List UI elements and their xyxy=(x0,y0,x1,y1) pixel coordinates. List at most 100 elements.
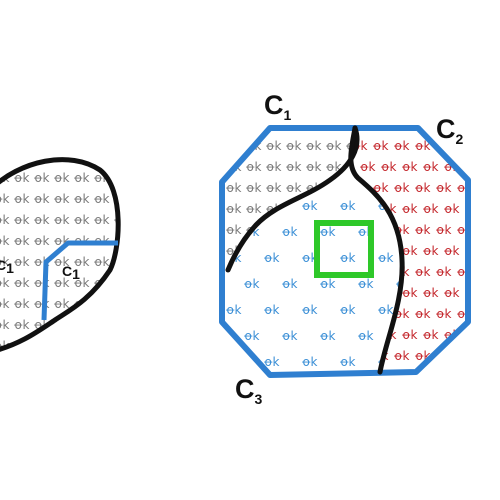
sample-glyph: ꝋk xyxy=(94,255,109,269)
sample-glyph: ꝋk xyxy=(457,223,472,237)
sample-glyph: ꝋk xyxy=(465,328,480,342)
sample-glyph: ꝋk xyxy=(302,251,317,265)
sample-glyph: ꝋk xyxy=(423,202,438,216)
sample-glyph: ꝋk xyxy=(402,244,417,258)
sample-glyph: ꝋk xyxy=(457,181,472,195)
sample-glyph: ꝋk xyxy=(402,202,417,216)
sample-glyph: ꝋk xyxy=(226,355,241,369)
sample-glyph: ꝋk xyxy=(373,265,388,279)
sample-glyph: ꝋk xyxy=(394,181,409,195)
sample-glyph: ꝋk xyxy=(282,225,297,239)
sample-glyph: ꝋk xyxy=(14,276,29,290)
sample-glyph: ꝋk xyxy=(306,139,321,153)
sample-glyph: ꝋk xyxy=(402,328,417,342)
sample-glyph: ꝋk xyxy=(0,276,9,290)
sample-glyph: ꝋk xyxy=(226,303,241,317)
sample-glyph: ꝋk xyxy=(74,213,89,227)
sample-glyph: ꝋk xyxy=(54,276,69,290)
sample-glyph: ꝋk xyxy=(465,160,480,174)
sample-glyph: ꝋk xyxy=(394,349,409,363)
octagon-boundary xyxy=(219,125,471,378)
sample-glyph: ꝋk xyxy=(373,139,388,153)
sample-glyph: ꝋk xyxy=(266,160,281,174)
sample-glyph: ꝋk xyxy=(394,139,409,153)
sample-glyph: ꝋk xyxy=(286,244,301,258)
sample-glyph: ꝋk xyxy=(444,202,459,216)
left-blue-boundary xyxy=(41,240,118,321)
sample-glyph: ꝋk xyxy=(378,251,393,265)
sample-glyph: ꝋk xyxy=(381,160,396,174)
partition-curve-right xyxy=(348,125,405,375)
sample-glyph: ꝋk xyxy=(34,339,49,353)
sample-glyph: ꝋk xyxy=(244,329,259,343)
sample-glyph: ꝋk xyxy=(0,297,9,311)
sample-glyph: ꝋk xyxy=(415,139,430,153)
sample-glyph: ꝋk xyxy=(226,202,241,216)
sample-glyph: ꝋk xyxy=(74,339,89,353)
sample-glyph: ꝋk xyxy=(423,160,438,174)
sample-glyph: ꝋk xyxy=(282,329,297,343)
sample-glyph: ꝋk xyxy=(415,307,430,321)
sample-glyph: ꝋk xyxy=(320,329,335,343)
sample-glyph: ꝋk xyxy=(34,213,49,227)
sample-glyph: ꝋk xyxy=(326,139,341,153)
sample-glyph: ꝋk xyxy=(94,297,109,311)
sample-glyph: ꝋk xyxy=(360,160,375,174)
sample-glyph: ꝋk xyxy=(0,213,9,227)
sample-glyph: ꝋk xyxy=(264,355,279,369)
sample-glyph: ꝋk xyxy=(306,160,321,174)
sample-glyph: ꝋk xyxy=(14,297,29,311)
sample-glyph: ꝋk xyxy=(54,255,69,269)
sample-glyph: ꝋk xyxy=(286,181,301,195)
sample-glyph: ꝋk xyxy=(74,276,89,290)
sample-glyph: ꝋk xyxy=(266,139,281,153)
sample-glyph: ꝋk xyxy=(94,213,109,227)
sample-glyph: ꝋk xyxy=(444,286,459,300)
sample-glyph: ꝋk xyxy=(402,160,417,174)
sample-glyph: ꝋk xyxy=(34,234,49,248)
sample-glyph: ꝋk xyxy=(74,171,89,185)
sample-glyph: ꝋk xyxy=(246,202,261,216)
sample-glyph: ꝋk xyxy=(114,171,129,185)
sample-glyph: ꝋk xyxy=(114,318,129,332)
sample-glyph: ꝋk xyxy=(378,303,393,317)
sample-glyph: ꝋk xyxy=(54,339,69,353)
sample-glyph: ꝋk xyxy=(0,192,9,206)
sample-glyph: ꝋk xyxy=(264,303,279,317)
sample-glyph: ꝋk xyxy=(114,339,129,353)
sample-glyph: ꝋk xyxy=(402,286,417,300)
sample-glyph: ꝋk xyxy=(94,318,109,332)
sample-glyph: ꝋk xyxy=(0,318,9,332)
sample-glyph: ꝋk xyxy=(54,297,69,311)
left-edge-c-label: C1 xyxy=(0,257,14,276)
sample-glyph: ꝋk xyxy=(74,318,89,332)
left-region-outline xyxy=(0,157,121,352)
sample-glyph: ꝋk xyxy=(436,223,451,237)
sample-glyph: ꝋk xyxy=(415,223,430,237)
sample-glyph: ꝋk xyxy=(423,244,438,258)
sample-glyph: ꝋk xyxy=(246,181,261,195)
sample-glyph: ꝋk xyxy=(381,286,396,300)
sample-glyph: ꝋk xyxy=(302,355,317,369)
sample-glyph: ꝋk xyxy=(74,192,89,206)
sample-glyph: ꝋk xyxy=(14,213,29,227)
sample-glyph: ꝋk xyxy=(360,202,375,216)
sample-glyph: ꝋk xyxy=(340,355,355,369)
sample-glyph: ꝋk xyxy=(94,192,109,206)
sample-glyph: ꝋk xyxy=(14,171,29,185)
sample-glyph: ꝋk xyxy=(286,160,301,174)
sample-glyph: ꝋk xyxy=(444,244,459,258)
c3-label: C3 xyxy=(235,374,263,407)
sample-glyph: ꝋk xyxy=(14,255,29,269)
sample-glyph: ꝋk xyxy=(34,192,49,206)
query-box xyxy=(314,220,374,278)
sample-glyph: ꝋk xyxy=(340,251,355,265)
sample-glyph: ꝋk xyxy=(436,265,451,279)
sample-glyph: ꝋk xyxy=(246,244,261,258)
sample-glyph: ꝋk xyxy=(320,277,335,291)
sample-glyph: ꝋk xyxy=(54,213,69,227)
sample-glyph: ꝋk xyxy=(266,223,281,237)
sample-glyph: ꝋk xyxy=(373,181,388,195)
